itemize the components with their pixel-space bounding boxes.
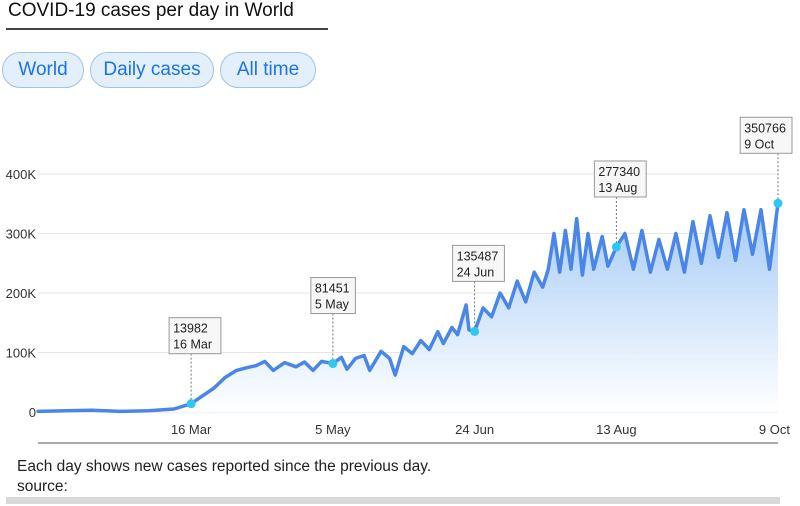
source-bar <box>6 497 780 504</box>
annotation-value: 350766 <box>744 121 786 135</box>
annotation-value: 135487 <box>457 249 499 263</box>
x-tick-label: 13 Aug <box>596 422 637 437</box>
annotation-box <box>310 277 356 315</box>
region-filter-button[interactable]: World <box>2 52 84 88</box>
footer-source-label: source: <box>17 478 68 495</box>
footer-description: Each day shows new cases reported since … <box>17 458 432 475</box>
annotation-value: 13982 <box>173 322 208 336</box>
footer-note: Each day shows new cases reported since … <box>17 457 431 497</box>
series-area <box>38 203 778 412</box>
annotation-date: 5 May <box>315 298 350 312</box>
annotation-marker <box>773 198 783 208</box>
annotation-marker <box>470 326 480 336</box>
x-tick-label: 9 Oct <box>759 422 790 437</box>
title-underline <box>6 28 328 30</box>
annotation-box <box>168 317 222 355</box>
y-tick-label: 100K <box>6 346 37 361</box>
annotation-marker <box>328 359 338 369</box>
chart-title-text: COVID-19 cases per day in World <box>8 0 294 21</box>
annotation-value: 277340 <box>598 165 640 179</box>
annotation-box <box>452 244 505 282</box>
y-tick-label: 0 <box>29 405 36 420</box>
y-tick-label: 200K <box>6 286 37 301</box>
annotation-marker <box>611 242 621 252</box>
chart-title: COVID-19 cases per day in World <box>8 0 294 22</box>
annotation-date: 13 Aug <box>598 181 637 195</box>
time-range-filter-button[interactable]: All time <box>220 52 316 88</box>
x-tick-label: 16 Mar <box>171 422 212 437</box>
x-tick-label: 24 Jun <box>455 422 494 437</box>
y-tick-label: 300K <box>6 227 37 242</box>
annotation-date: 24 Jun <box>457 265 495 279</box>
annotation-box <box>593 160 647 198</box>
y-tick-label: 400K <box>6 167 37 182</box>
x-tick-label: 5 May <box>315 422 351 437</box>
annotation-marker <box>186 399 196 409</box>
annotation-value: 81451 <box>315 282 350 296</box>
annotation-date: 9 Oct <box>744 137 774 151</box>
annotation-box <box>739 116 793 154</box>
metric-filter-button[interactable]: Daily cases <box>90 52 214 88</box>
annotation-date: 16 Mar <box>173 338 212 352</box>
